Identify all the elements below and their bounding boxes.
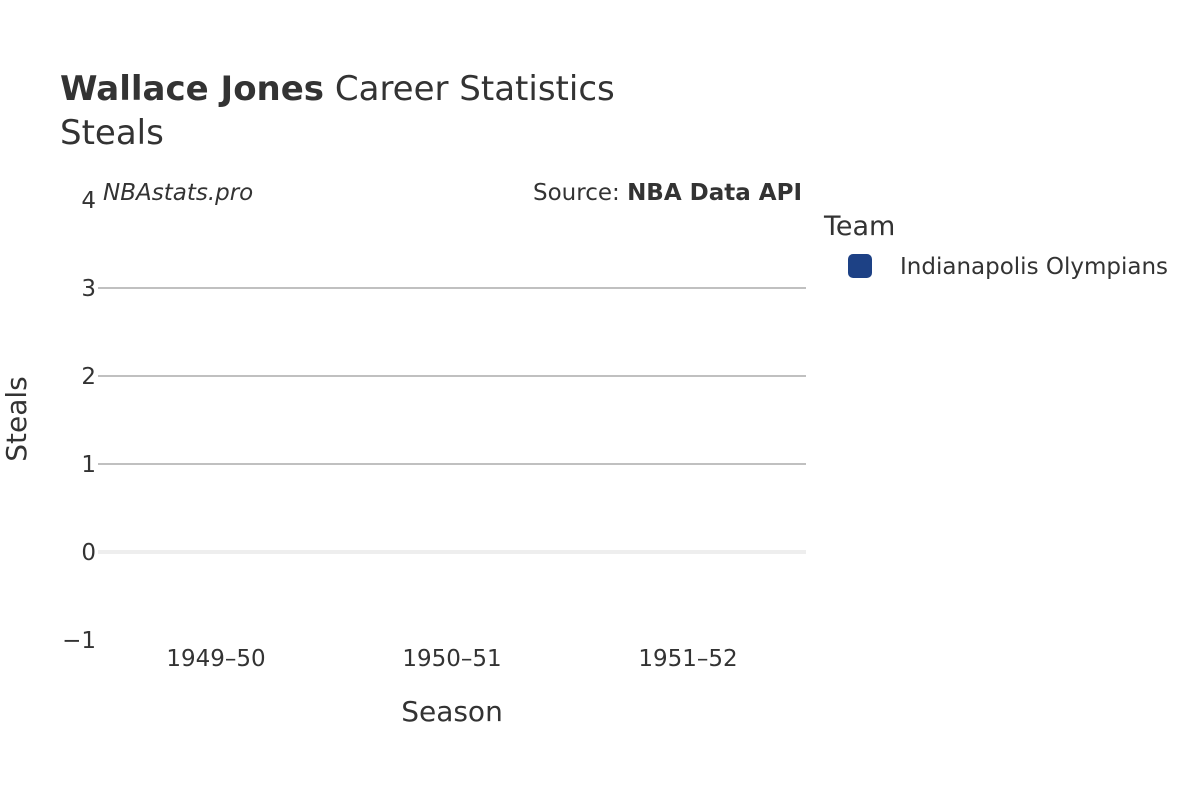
y-tick-label: 2 [81,364,96,390]
player-name: Wallace Jones [60,69,324,109]
x-axis-title: Season [401,695,503,728]
y-axis-title: Steals [0,376,33,462]
source-name: NBA Data API [627,180,802,206]
y-tick-label: −1 [62,628,96,654]
chart-title: Wallace Jones Career Statistics [60,69,615,109]
chart-subtitle: Steals [60,113,164,153]
legend-swatch [848,254,872,278]
y-tick-label: 4 [81,188,96,214]
legend: Indianapolis Olympians [848,254,1168,280]
source-credit: Source: NBA Data API [533,180,802,206]
x-tick-label: 1951–52 [638,646,737,672]
source-prefix: Source: [533,180,627,206]
gridlines [98,287,806,554]
y-tick-label: 1 [81,452,96,478]
x-tick-label: 1950–51 [402,646,501,672]
site-credit: NBAstats.pro [103,180,253,206]
legend-title: Team [823,211,895,242]
y-axis-ticks: −1 0 1 2 3 4 [62,188,96,654]
legend-label: Indianapolis Olympians [900,254,1168,280]
x-tick-label: 1949–50 [166,646,265,672]
y-tick-label: 3 [81,276,96,302]
x-axis-ticks: 1949–50 1950–51 1951–52 [166,646,737,672]
y-tick-label: 0 [81,540,96,566]
title-suffix: Career Statistics [324,69,615,109]
